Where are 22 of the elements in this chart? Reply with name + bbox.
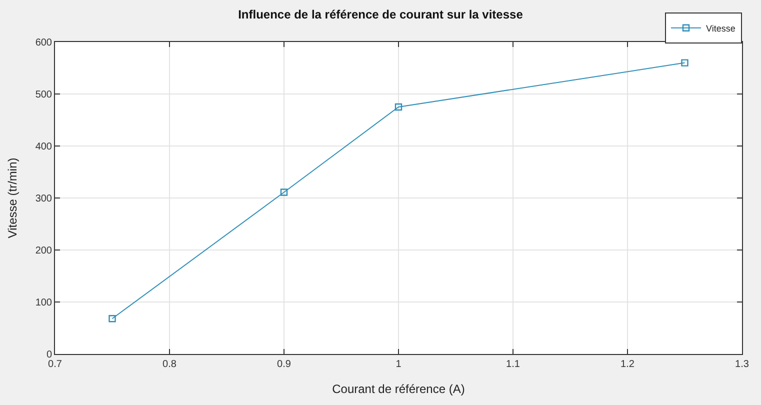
point [394, 103, 402, 111]
x-tick-label: 0.7 [48, 359, 62, 370]
y-tick-label: 600 [35, 38, 52, 48]
y-tick-label: 500 [35, 90, 52, 100]
x-axis-title: Courant de référence (A) [332, 382, 465, 396]
chart-title: Influence de la référence de courant sur la vitesse [238, 8, 524, 22]
y-axis-title: Vitesse (tr/min) [6, 158, 20, 238]
point [108, 315, 116, 322]
y-tick-label: 400 [35, 142, 52, 152]
y-tick-label: 0 [46, 350, 52, 360]
point [681, 59, 688, 66]
y-tick-label: 200 [35, 246, 52, 256]
point [280, 188, 288, 196]
x-tick-label: 1.2 [620, 359, 635, 370]
y-tick-label: 300 [35, 194, 52, 204]
x-tick-label: 1.3 [735, 359, 750, 370]
legend-label: Vitesse [706, 23, 736, 34]
y-tick-label: 100 [35, 298, 52, 308]
x-tick-label: 0.8 [162, 359, 177, 370]
x-tick-label: 1 [396, 359, 402, 370]
x-tick-label: 1.1 [506, 359, 520, 370]
x-tick-label: 0.9 [277, 359, 292, 370]
